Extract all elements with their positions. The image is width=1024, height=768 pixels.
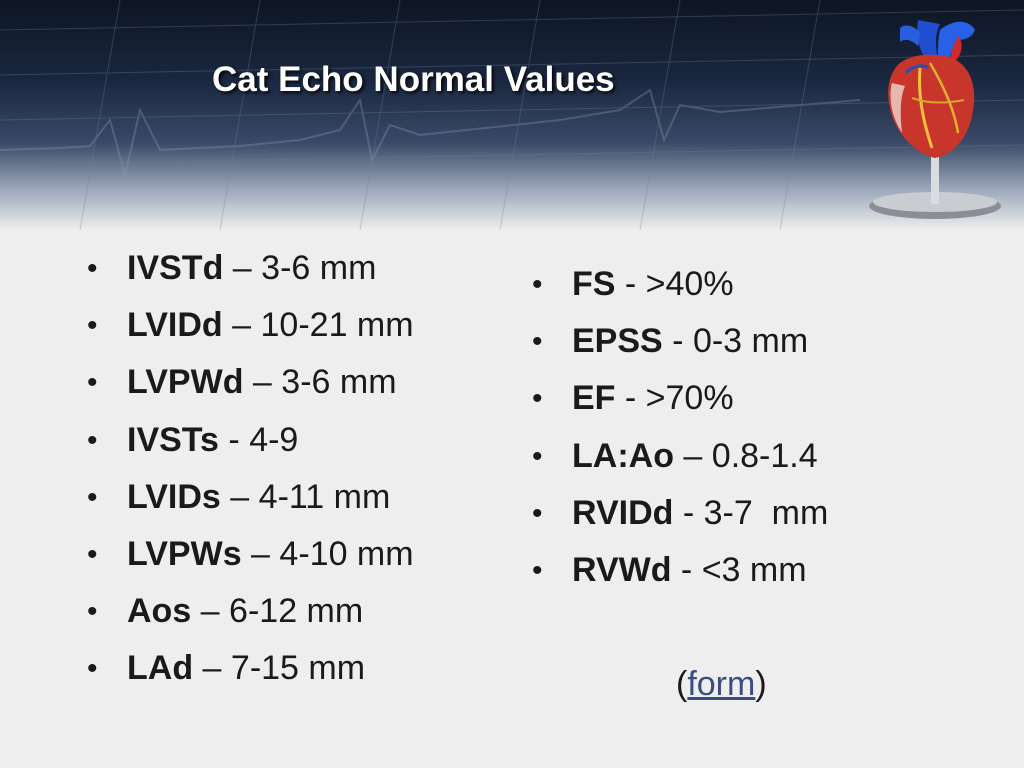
separator: –	[673, 436, 712, 475]
list-item: • RVWd - <3 mm	[532, 542, 828, 599]
header-banner: Cat Echo Normal Values	[0, 0, 1024, 230]
value-text: 3-6 mm	[281, 363, 397, 402]
bullet-icon: •	[87, 366, 98, 400]
value-text: 0.8-1.4	[711, 436, 818, 475]
value-text: 6-12 mm	[229, 592, 364, 631]
bullet-icon: •	[532, 553, 543, 587]
form-link[interactable]: form	[687, 665, 756, 703]
bullet-icon: •	[87, 252, 98, 285]
separator: -	[615, 265, 646, 303]
term-label: LVPWs	[127, 534, 242, 573]
term-label: FS	[572, 265, 616, 303]
list-item: • EPSS - 0-3 mm	[532, 313, 828, 370]
term-label: IVSTd	[127, 249, 224, 287]
slide-title: Cat Echo Normal Values	[212, 60, 615, 99]
value-text: 3-7 mm	[703, 493, 829, 532]
bullet-icon: •	[532, 439, 543, 473]
bullet-icon: •	[87, 595, 98, 629]
bullet-icon: •	[532, 496, 543, 530]
list-item: • LVPWd – 3-6 mm	[87, 354, 414, 411]
list-item: • LA:Ao – 0.8-1.4	[532, 428, 828, 485]
separator: -	[673, 493, 704, 532]
value-text: >40%	[645, 265, 734, 303]
value-text: 0-3 mm	[692, 322, 809, 361]
bullet-icon: •	[87, 652, 98, 686]
bullet-icon: •	[532, 382, 543, 416]
separator: –	[193, 649, 231, 688]
value-text: 3-6 mm	[261, 249, 377, 287]
bullet-icon: •	[87, 480, 98, 514]
term-label: RVIDd	[572, 493, 674, 532]
list-item: • LVPWs – 4-10 mm	[87, 526, 414, 583]
list-item: • FS - >40%	[532, 256, 828, 313]
value-text: 10-21 mm	[260, 306, 414, 345]
list-item: • IVSTd – 3-6 mm	[87, 240, 414, 297]
term-label: LAd	[127, 649, 194, 688]
ecg-grid-background	[0, 0, 1024, 230]
separator: –	[223, 249, 262, 287]
right-values-list: • FS - >40% • EPSS - 0-3 mm • EF - >70% • LA…	[532, 256, 828, 599]
separator: -	[615, 379, 646, 418]
list-item: • LAd – 7-15 mm	[87, 640, 414, 697]
separator: –	[191, 592, 230, 631]
term-label: LVIDs	[127, 477, 221, 516]
term-label: LVIDd	[127, 306, 223, 345]
bullet-icon: •	[532, 268, 543, 301]
term-label: RVWd	[572, 550, 672, 589]
list-item: • EF - >70%	[532, 370, 828, 427]
list-item: • LVIDd – 10-21 mm	[87, 297, 414, 354]
separator: -	[662, 322, 693, 361]
open-paren: (	[676, 665, 688, 703]
list-item: • LVIDs – 4-11 mm	[87, 469, 414, 526]
term-label: Aos	[127, 592, 192, 631]
separator: –	[243, 363, 282, 402]
form-reference: (form)	[676, 665, 767, 704]
value-text: 4-10 mm	[279, 534, 414, 573]
separator: -	[671, 550, 702, 589]
term-label: LA:Ao	[572, 436, 674, 475]
value-text: 4-11 mm	[258, 477, 391, 516]
list-item: • IVSTs - 4-9	[87, 412, 414, 469]
bullet-icon: •	[87, 309, 98, 343]
term-label: EF	[572, 379, 616, 418]
term-label: EPSS	[572, 322, 663, 361]
separator: –	[222, 306, 261, 345]
bullet-icon: •	[87, 537, 98, 571]
term-label: LVPWd	[127, 363, 244, 402]
close-paren: )	[755, 665, 767, 703]
heart-model-icon	[869, 20, 1001, 219]
list-item: • RVIDd - 3-7 mm	[532, 485, 828, 542]
bullet-icon: •	[87, 423, 98, 457]
list-item: • Aos – 6-12 mm	[87, 583, 414, 640]
separator: –	[241, 534, 280, 573]
separator: –	[220, 477, 259, 516]
bullet-icon: •	[532, 325, 543, 359]
value-text: >70%	[645, 379, 734, 418]
term-label: IVSTs	[127, 420, 219, 459]
value-text: 7-15 mm	[230, 649, 366, 688]
value-text: 4-9	[249, 420, 299, 459]
separator: -	[218, 420, 250, 459]
value-text: <3 mm	[701, 550, 807, 589]
left-values-list: • IVSTd – 3-6 mm • LVIDd – 10-21 mm • LVPWd…	[87, 240, 414, 698]
